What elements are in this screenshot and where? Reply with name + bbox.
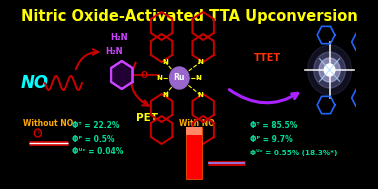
Text: With NO: With NO xyxy=(179,119,215,129)
Text: TTET: TTET xyxy=(254,53,281,63)
Polygon shape xyxy=(111,61,133,89)
Circle shape xyxy=(324,64,335,76)
Text: N: N xyxy=(162,92,168,98)
Circle shape xyxy=(314,52,345,88)
Text: PET: PET xyxy=(136,113,158,123)
Text: Φᵁᶜ = 0.04%: Φᵁᶜ = 0.04% xyxy=(72,147,124,156)
Text: Without NO: Without NO xyxy=(23,119,74,129)
Text: Ru: Ru xyxy=(174,74,185,83)
Text: NO: NO xyxy=(20,74,48,92)
Circle shape xyxy=(170,67,189,89)
Bar xyxy=(186,127,202,135)
Text: Φᴾ = 9.7%: Φᴾ = 9.7% xyxy=(250,135,293,143)
Text: O: O xyxy=(140,70,147,80)
Text: Φᵁᶜ = 0.55% (18.3%*): Φᵁᶜ = 0.55% (18.3%*) xyxy=(250,149,338,156)
Text: H₂N: H₂N xyxy=(105,46,123,56)
Text: N: N xyxy=(198,59,203,65)
Text: Φᵀ = 85.5%: Φᵀ = 85.5% xyxy=(250,122,297,130)
Text: Φᴾ = 0.5%: Φᴾ = 0.5% xyxy=(72,135,115,143)
Text: N: N xyxy=(156,75,162,81)
Text: Nitric Oxide-Activated TTA Upconversion: Nitric Oxide-Activated TTA Upconversion xyxy=(21,9,357,24)
Circle shape xyxy=(319,58,340,82)
Text: Φᵀ = 22.2%: Φᵀ = 22.2% xyxy=(72,122,120,130)
Circle shape xyxy=(307,45,352,95)
Text: N: N xyxy=(196,75,201,81)
Text: I: I xyxy=(37,130,39,136)
Text: N: N xyxy=(162,59,168,65)
Bar xyxy=(186,127,202,179)
Text: N: N xyxy=(198,92,203,98)
Text: H₂N: H₂N xyxy=(110,33,128,43)
